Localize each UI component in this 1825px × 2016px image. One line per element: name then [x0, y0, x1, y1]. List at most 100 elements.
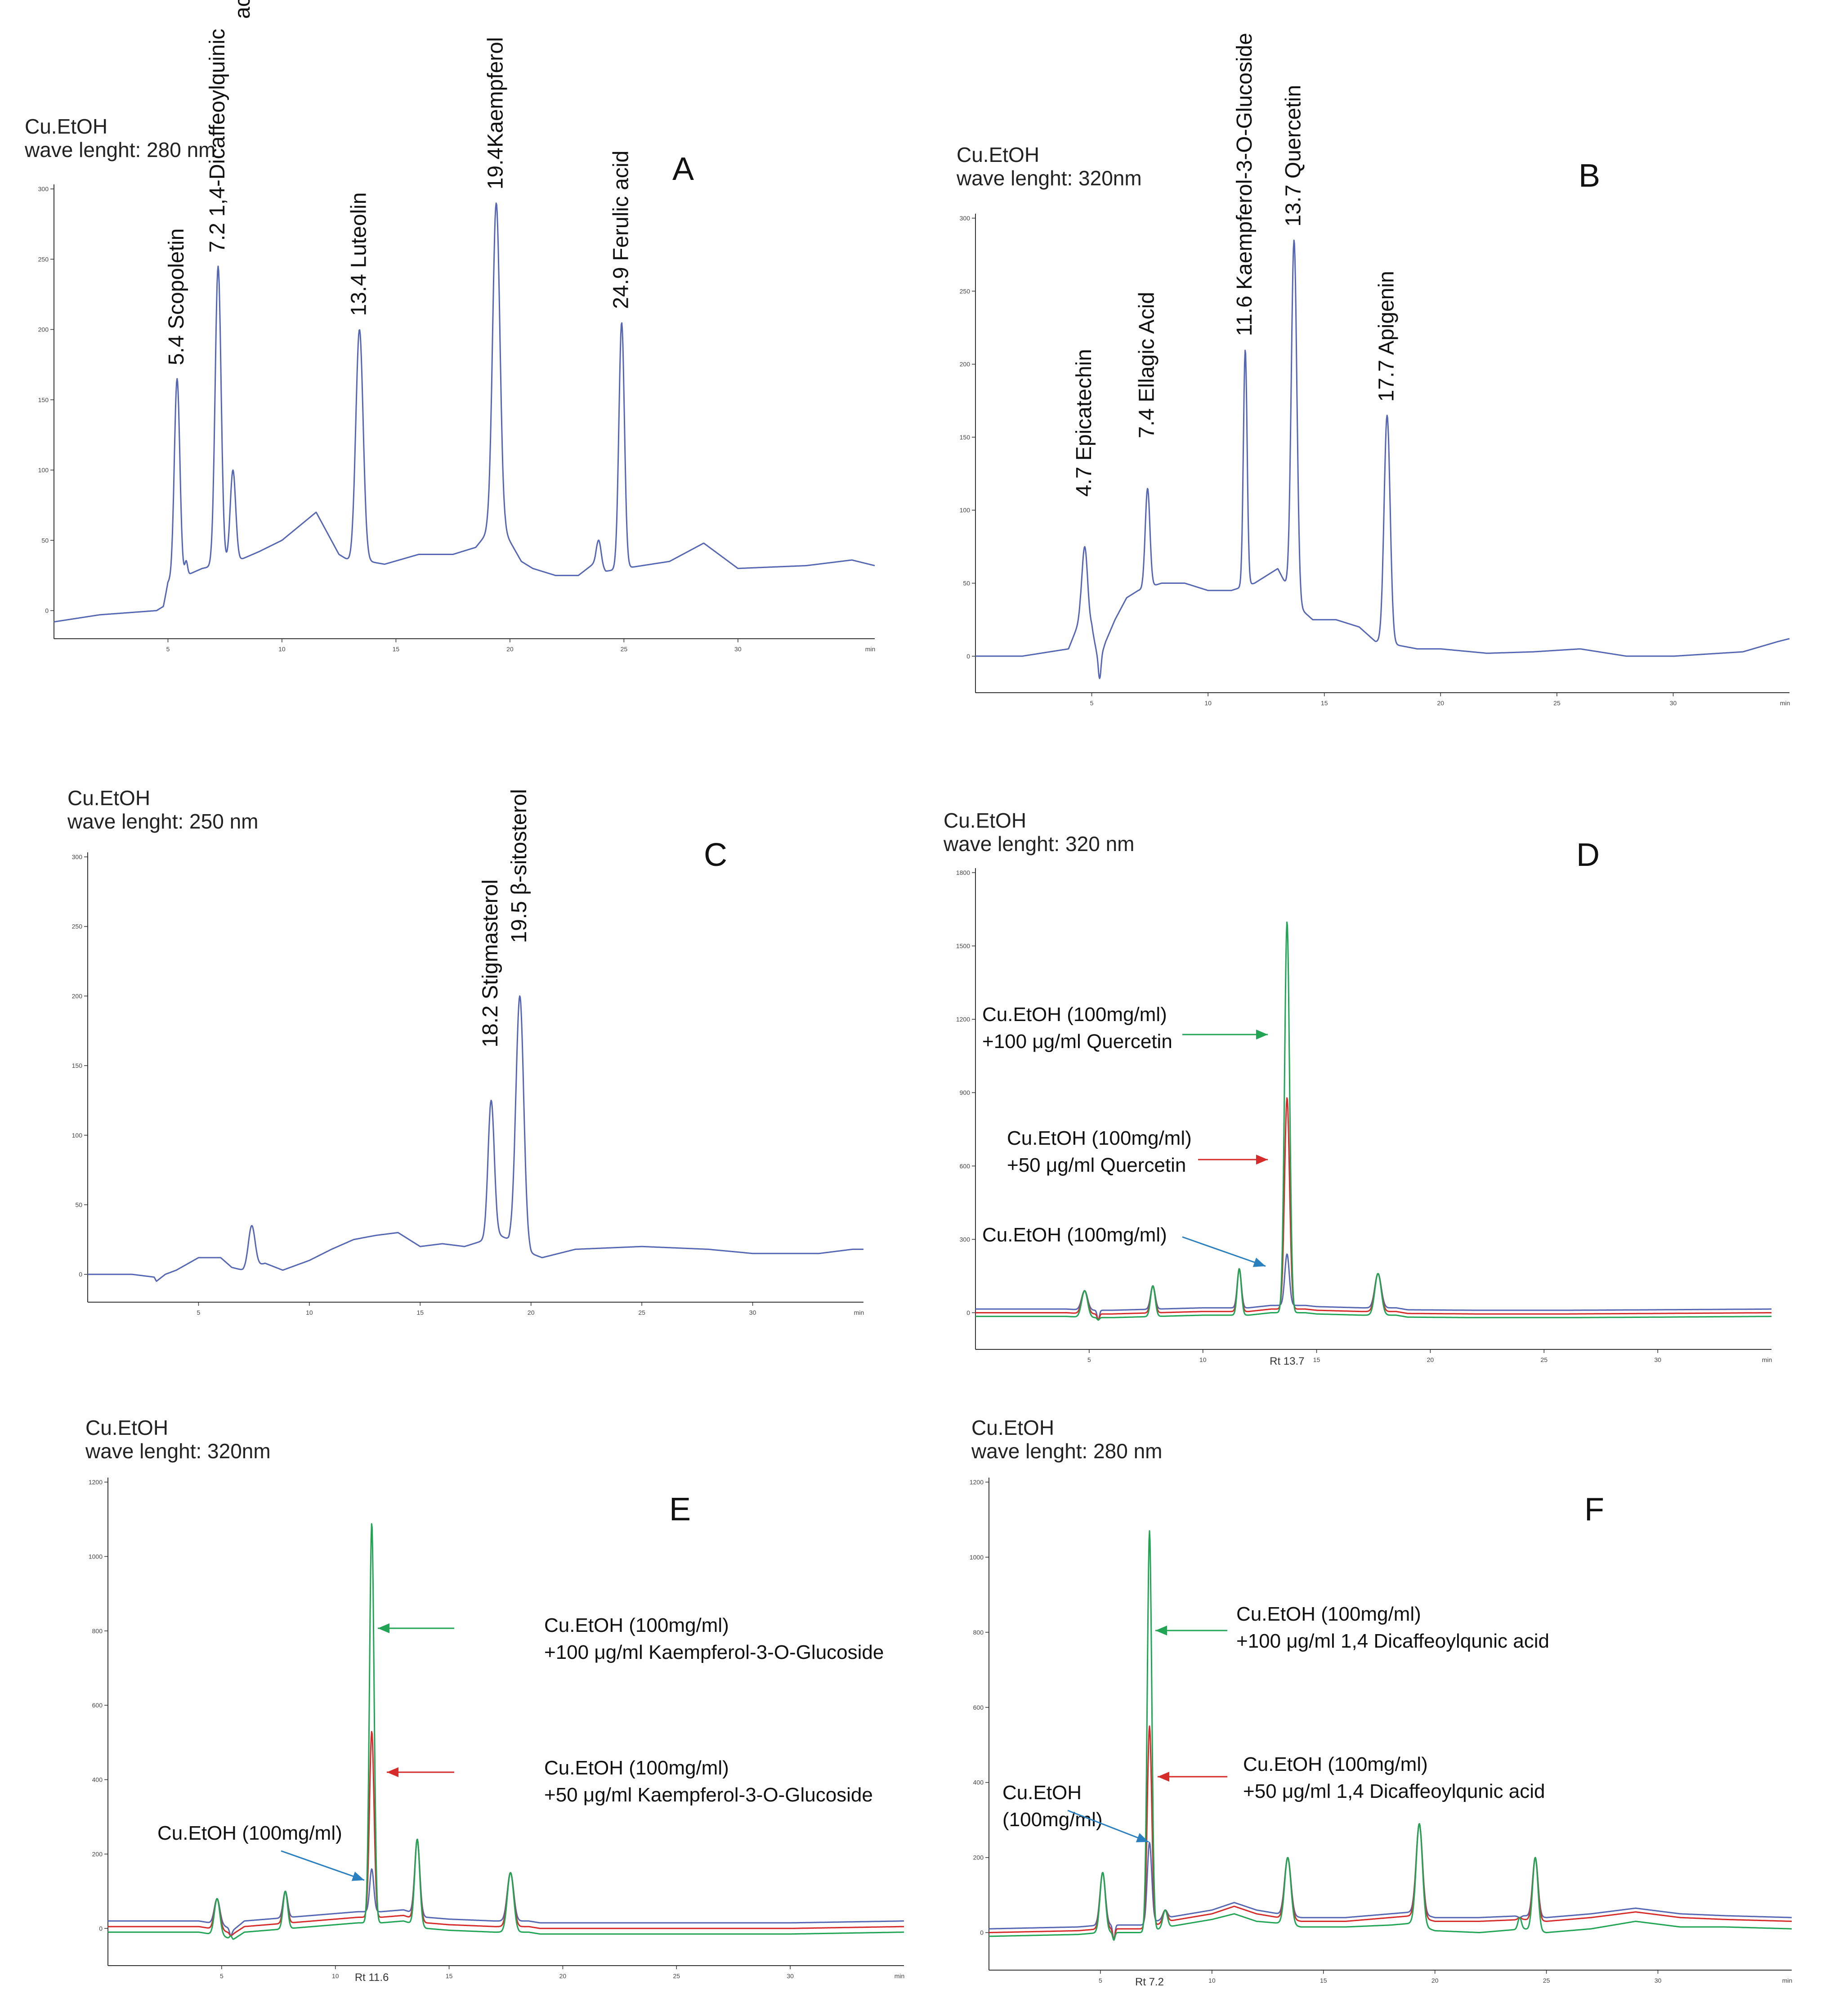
panel-c-wavelength: wave lenght: 250 nm: [67, 810, 259, 833]
panel-e: Cu.EtOH wave lenght: 320nm E 0 200 400 600 80…: [0, 1381, 912, 2016]
panel-f: Cu.EtOH wave lenght: 280 nm F 0 200 400 600 8…: [912, 1381, 1825, 2016]
panel-d-wavelength: wave lenght: 320 nm: [944, 832, 1135, 856]
panel-b-peak-label: 11.6 Kaempferol-3-O-Glucoside: [1233, 33, 1257, 336]
panel-e-annotation: Cu.EtOH (100mg/ml): [157, 1822, 365, 1881]
panel-d-y-tick-label: 900: [960, 1089, 971, 1096]
panel-f-annotation: Cu.EtOH (100mg/ml) +100 μg/ml 1,4 Dicaffe…: [1155, 1603, 1549, 1652]
panel-c-series-line-blue: [87, 995, 864, 1282]
panel-f-x-tick-label: 15: [1320, 1977, 1327, 1984]
panel-c-letter: C: [704, 837, 727, 873]
panel-e-x-tick: 30: [787, 1966, 794, 1980]
panel-f-y-tick: 400: [973, 1779, 989, 1786]
panel-f-y-tick-label: 400: [973, 1779, 984, 1786]
panel-f-x-tick-label: 20: [1431, 1977, 1439, 1984]
panel-f-x-tick: 25: [1543, 1970, 1550, 1984]
panel-d-y-tick: 900: [960, 1089, 975, 1096]
panel-e-x-tick-label: 25: [673, 1972, 680, 1980]
panel-a-y-tick: 50: [41, 537, 54, 544]
panel-e-annotation-text: Cu.EtOH (100mg/ml): [157, 1822, 342, 1844]
panel-d-y-tick: 1800: [956, 869, 975, 876]
panel-f-annotation-arrow-shaft: [1067, 1810, 1149, 1843]
panel-b-x-tick-label: 5: [1090, 699, 1094, 707]
panel-a-x-tick: 5: [166, 639, 170, 653]
panel-b-y-tick: 150: [960, 434, 975, 441]
panel-e-y-tick: 400: [92, 1776, 108, 1783]
panel-d-x-tick: 10: [1199, 1349, 1207, 1363]
panel-f-y-tick-label: 200: [973, 1854, 984, 1861]
panel-e-y-tick-label: 0: [99, 1925, 103, 1932]
panel-a-y-tick-label: 50: [41, 537, 49, 544]
panel-c-y-tick: 250: [72, 923, 88, 930]
panel-a-y-tick: 250: [38, 255, 54, 263]
panel-d-x-tick-label: 5: [1087, 1356, 1091, 1363]
panel-a-y-tick: 100: [38, 466, 54, 474]
panel-f-rt-label: Rt 7.2: [1135, 1976, 1164, 1988]
panel-b-x-tick: 15: [1321, 693, 1328, 707]
panel-a-letter: A: [672, 151, 694, 187]
panel-d-annotation: Cu.EtOH (100mg/ml) +50 μg/ml Quercetin: [1007, 1127, 1268, 1176]
panel-a-header: Cu.EtOH wave lenght: 280 nm: [25, 115, 216, 161]
panel-a-y-tick-label: 100: [38, 466, 49, 474]
panel-c-header: Cu.EtOH wave lenght: 250 nm: [67, 786, 259, 833]
panel-a-y-tick-label: 200: [38, 326, 49, 333]
panel-e-x-tick: 5: [220, 1966, 224, 1980]
panel-f-y-tick-label: 800: [973, 1629, 984, 1636]
panel-e-x-tick: 15: [446, 1966, 453, 1980]
panel-d-header: Cu.EtOH wave lenght: 320 nm: [944, 809, 1135, 856]
panel-f-x-tick-label: 10: [1208, 1977, 1216, 1984]
panel-a-x-tick: 15: [393, 639, 399, 653]
panel-e-y-tick: 1000: [89, 1553, 108, 1560]
panel-c-x-tick-label: 5: [197, 1309, 201, 1316]
panel-e-x-tick-label: 5: [220, 1972, 224, 1980]
panel-b-x-tick: 5: [1090, 693, 1094, 707]
panel-d-rt-label: Rt 13.7: [1270, 1355, 1304, 1367]
panel-d-x-tick-label: 15: [1313, 1356, 1320, 1363]
panel-c-x-tick-label: 30: [749, 1309, 756, 1316]
panel-e-annotation-arrow-shaft: [281, 1850, 365, 1881]
panel-c-y-tick: 150: [72, 1062, 88, 1069]
panel-e-y-tick: 200: [92, 1850, 108, 1858]
panel-d-x-tick: 20: [1427, 1349, 1434, 1363]
panel-d-x-tick-label: 30: [1654, 1356, 1661, 1363]
panel-c-x-tick: 25: [638, 1302, 645, 1316]
panel-f-annotation-arrow-head: [1136, 1833, 1149, 1842]
panel-d-x-tick-label: 20: [1427, 1356, 1434, 1363]
panel-c-y-tick-label: 100: [72, 1132, 83, 1139]
panel-e-x-tick-label: 30: [787, 1972, 794, 1980]
panel-f-y-tick: 1200: [970, 1478, 989, 1486]
panel-e-x-axis-label: min: [895, 1972, 905, 1980]
panel-d-annotation-text: Cu.EtOH (100mg/ml) +100 μg/ml Quercetin: [982, 1004, 1172, 1053]
panel-e-annotation: Cu.EtOH (100mg/ml) +100 μg/ml Kaempferol-…: [378, 1614, 884, 1663]
panel-f-annotation-text: Cu.EtOH (100mg/ml): [1002, 1782, 1103, 1831]
panel-d-annotation-arrow-head: [1256, 1030, 1268, 1039]
panel-f-series-line-blue: [989, 1823, 1792, 1941]
chart-e: 0 200 400 600 800 1000 1200 5 10 15 20 25 30 min Rt 11…: [89, 1478, 905, 1984]
panel-b-y-tick: 200: [960, 361, 975, 368]
panel-b-y-tick-label: 100: [960, 506, 971, 514]
panel-d-x-tick-label: 10: [1199, 1356, 1207, 1363]
panel-c-sample: Cu.EtOH: [67, 786, 151, 810]
panel-b-y-tick: 100: [960, 506, 975, 514]
panel-a-x-tick: 20: [506, 639, 514, 653]
panel-a-x-tick-label: 20: [506, 645, 514, 653]
panel-c-x-tick: 20: [528, 1302, 535, 1316]
panel-c-x-tick-label: 10: [306, 1309, 313, 1316]
panel-d-y-tick: 1500: [956, 942, 975, 950]
panel-b-peak-label: 17.7 Apigenin: [1374, 271, 1398, 402]
panel-a-x-tick: 30: [734, 639, 742, 653]
panel-f-series-line-green: [989, 1530, 1792, 1941]
chart-a: 0 50 100 150 200 250 300 5 10 15 20 25 30 min 5.4 Scop…: [38, 0, 876, 653]
panel-a-peak-label: 13.4 Luteolin: [347, 193, 371, 316]
panel-d-x-tick: 15: [1313, 1349, 1320, 1363]
panel-f-annotation-text: Cu.EtOH (100mg/ml) +50 μg/ml 1,4 Dicaffeo…: [1243, 1753, 1545, 1802]
panel-f-y-tick-label: 0: [980, 1929, 984, 1936]
panel-b-y-tick-label: 300: [960, 215, 971, 222]
panel-b-y-tick-label: 50: [963, 580, 970, 587]
panel-b-x-tick-label: 20: [1437, 699, 1444, 707]
panel-c-x-axis-label: min: [854, 1309, 864, 1316]
panel-b-x-tick-label: 25: [1553, 699, 1561, 707]
panel-c-x-tick: 5: [197, 1302, 201, 1316]
panel-c-x-tick: 15: [416, 1302, 424, 1316]
panel-d-x-tick: 5: [1087, 1349, 1091, 1363]
chart-c: 0 50 100 150 200 250 300 5 10 15 20 25 30 min 18.2 Sti…: [72, 789, 864, 1316]
